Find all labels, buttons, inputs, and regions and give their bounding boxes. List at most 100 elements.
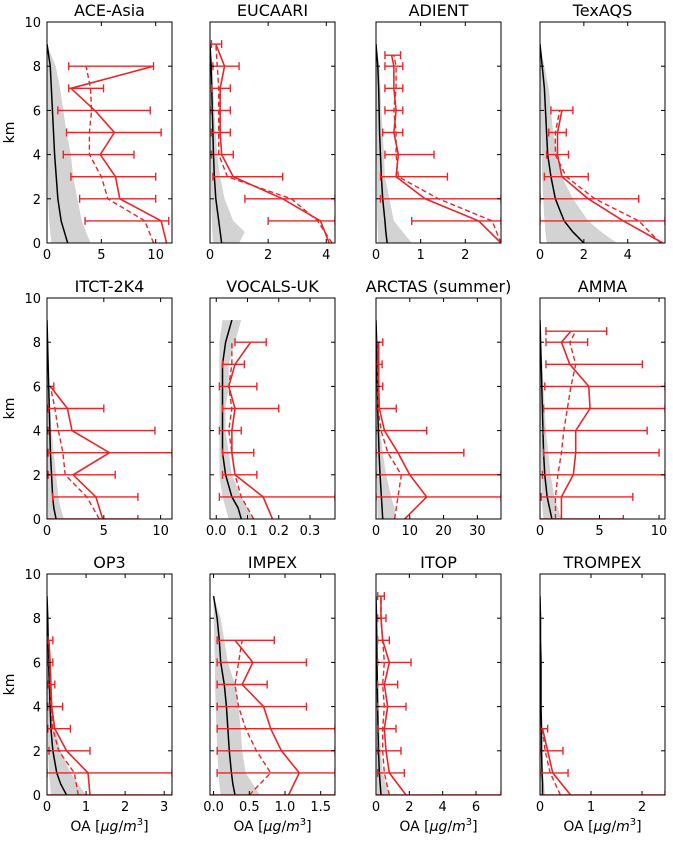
axes-frame — [539, 297, 666, 520]
x-tick-label: 0 — [206, 248, 214, 263]
model-range-band — [219, 320, 254, 519]
axes-frame — [209, 21, 336, 244]
plot-area — [210, 595, 335, 795]
x-tick-label: 4 — [322, 248, 330, 263]
panel-title: IMPEX — [248, 553, 297, 572]
axes-frame — [46, 297, 173, 520]
y-tick-label: 10 — [24, 16, 41, 31]
plot-area — [376, 592, 501, 795]
obs-mean-line — [560, 330, 591, 519]
plot-area — [47, 43, 170, 243]
x-tick-label: 1.5 — [310, 800, 331, 815]
x-tick-label: 0 — [536, 524, 544, 539]
y-tick-label: 4 — [33, 701, 41, 716]
plot-area — [47, 596, 172, 795]
panel-title: ADIENT — [409, 1, 469, 20]
plot-area — [540, 44, 665, 243]
x-tick-label: 0.0 — [203, 800, 224, 815]
obs-mean-line — [541, 728, 572, 795]
obs-median-line — [49, 386, 100, 519]
x-axis-label: OA [μg/m3] — [70, 817, 148, 835]
y-axis-label: km — [2, 122, 18, 144]
plot-area — [540, 596, 665, 795]
panel-6: VOCALS-UK 0.0 0.1 0.2 0.3 — [206, 277, 336, 539]
x-tick-label: 10 — [402, 524, 419, 539]
x-tick-label: 0.0 — [206, 524, 227, 539]
model-range-band — [540, 320, 562, 519]
x-axis-label: OA [μg/m3] — [563, 817, 641, 835]
panel-11: ITOP 0 2 4 6 OA [μg/m3] — [372, 553, 502, 835]
axes-frame — [209, 573, 336, 796]
model-mean-line — [376, 44, 388, 243]
y-tick-label: 2 — [33, 745, 41, 760]
model-range-band — [376, 44, 412, 243]
panel-title: AMMA — [578, 277, 628, 296]
axes-frame — [46, 21, 173, 244]
panel-8: AMMA 0 5 10 — [536, 277, 667, 539]
x-tick-label: 2 — [461, 248, 469, 263]
x-tick-label: 3 — [160, 800, 168, 815]
panel-title: TROMPEX — [562, 553, 641, 572]
obs-median-line — [554, 330, 577, 519]
y-tick-label: 10 — [24, 292, 41, 307]
x-tick-label: 2 — [121, 800, 129, 815]
x-tick-label: 1 — [417, 248, 425, 263]
obs-mean-line — [49, 385, 112, 519]
x-tick-label: 4 — [439, 800, 447, 815]
panel-title: ITOP — [420, 553, 457, 572]
x-tick-label: 2 — [638, 800, 646, 815]
x-tick-label: 0.5 — [239, 800, 260, 815]
y-tick-label: 8 — [33, 60, 41, 75]
y-tick-label: 0 — [33, 513, 41, 528]
x-tick-label: 5 — [97, 248, 105, 263]
panel-2: EUCAARI 0 2 4 — [206, 1, 336, 263]
y-tick-label: 0 — [33, 237, 41, 252]
panel-3: ADIENT 0 1 2 — [372, 1, 502, 263]
y-tick-label: 2 — [33, 469, 41, 484]
panel-title: ITCT-2K4 — [75, 277, 145, 296]
axes-frame — [539, 573, 666, 796]
obs-mean-line — [227, 341, 274, 519]
panel-title: VOCALS-UK — [226, 277, 319, 296]
panel-title: ARCTAS (summer) — [366, 277, 512, 296]
y-tick-label: 10 — [24, 568, 41, 583]
x-tick-label: 10 — [152, 524, 169, 539]
x-tick-label: 0.2 — [268, 524, 289, 539]
x-tick-label: 5 — [100, 524, 108, 539]
obs-median-line — [393, 55, 501, 243]
x-tick-label: 0.3 — [300, 524, 321, 539]
axes-frame — [375, 21, 502, 244]
plot-area — [376, 320, 501, 519]
model-range-band — [47, 596, 87, 795]
plot-area — [218, 319, 335, 519]
obs-median-line — [541, 728, 562, 795]
y-tick-label: 4 — [33, 149, 41, 164]
panel-title: EUCAARI — [237, 1, 308, 20]
obs-mean-line — [215, 43, 330, 243]
y-tick-label: 6 — [33, 656, 41, 671]
plot-area — [540, 320, 665, 519]
x-tick-label: 20 — [435, 524, 452, 539]
obs-median-line — [48, 640, 79, 795]
panel-title: TexAQS — [572, 1, 633, 20]
model-range-band — [540, 44, 617, 243]
panel-4: TexAQS 0 2 4 — [536, 1, 666, 263]
x-tick-label: 5 — [595, 524, 603, 539]
x-tick-label: 1 — [82, 800, 90, 815]
x-tick-label: 0 — [372, 800, 380, 815]
x-tick-label: 0 — [43, 248, 51, 263]
obs-median-line — [554, 110, 662, 243]
obs-median-line — [215, 44, 333, 243]
model-mean-line — [47, 43, 69, 243]
obs-mean-line — [234, 639, 301, 795]
plot-area — [210, 40, 335, 243]
panel-5: ITCT-2K4 0 5 10 0 2 4 6 8 10 km — [2, 277, 173, 539]
y-tick-label: 6 — [33, 104, 41, 119]
panel-12: TROMPEX 0 1 2 OA [μg/m3] — [536, 553, 666, 835]
plot-area — [47, 320, 172, 519]
obs-median-line — [85, 66, 155, 243]
panel-title: ACE-Asia — [74, 1, 145, 20]
obs-mean-line — [556, 110, 664, 243]
x-tick-label: 6 — [472, 800, 480, 815]
